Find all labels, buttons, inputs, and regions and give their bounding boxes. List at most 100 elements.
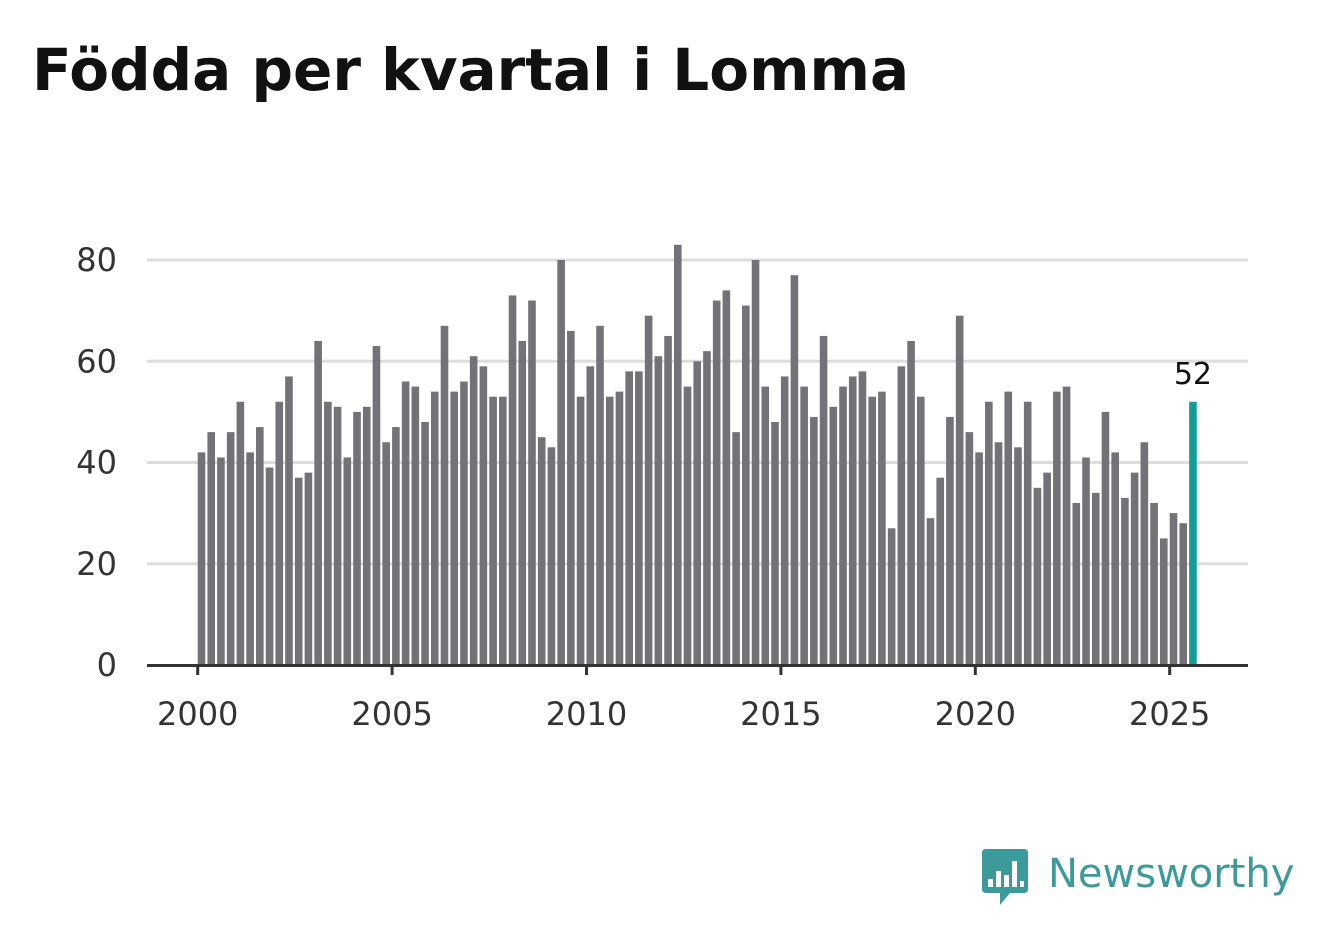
bar[interactable] [547, 447, 556, 665]
bar[interactable] [294, 477, 303, 665]
bar[interactable] [226, 432, 235, 666]
bar[interactable] [576, 396, 585, 665]
bar[interactable] [382, 442, 390, 665]
bar[interactable] [887, 528, 896, 665]
bar[interactable] [1130, 472, 1139, 666]
bar[interactable] [567, 330, 575, 666]
bar[interactable] [314, 341, 322, 665]
bar[interactable] [673, 244, 682, 665]
bar[interactable] [1159, 538, 1168, 665]
bar[interactable] [518, 341, 527, 665]
bar[interactable] [693, 361, 702, 665]
bar[interactable] [1072, 503, 1081, 665]
bar[interactable] [916, 396, 925, 665]
bar[interactable] [722, 290, 731, 666]
bar[interactable] [411, 386, 420, 665]
bar[interactable] [479, 366, 488, 665]
bar[interactable] [265, 467, 274, 665]
bar[interactable] [217, 457, 225, 665]
bar[interactable] [1111, 452, 1119, 666]
bar[interactable] [596, 325, 604, 665]
bar[interactable] [343, 457, 352, 665]
bar[interactable] [1053, 391, 1061, 666]
bar[interactable] [421, 422, 429, 665]
bar[interactable] [946, 416, 954, 665]
bar[interactable] [430, 391, 439, 666]
bar[interactable] [499, 396, 507, 665]
bar[interactable] [528, 300, 536, 666]
bar[interactable] [829, 406, 838, 665]
bar[interactable] [353, 411, 361, 666]
bar[interactable] [236, 401, 245, 665]
bar[interactable] [450, 391, 459, 666]
bar[interactable] [1150, 503, 1158, 665]
bar[interactable] [489, 396, 497, 665]
bar[interactable] [246, 452, 254, 666]
bar[interactable] [926, 518, 935, 665]
bar[interactable] [1023, 401, 1032, 665]
bar[interactable] [780, 376, 789, 665]
bar[interactable] [615, 391, 624, 666]
bar[interactable] [537, 437, 546, 665]
bar[interactable] [324, 401, 332, 665]
bar[interactable] [557, 260, 565, 665]
bar[interactable] [654, 356, 663, 665]
bar[interactable] [625, 371, 633, 666]
bar[interactable] [858, 371, 867, 666]
bar[interactable] [1169, 513, 1178, 666]
bar[interactable] [285, 376, 293, 665]
bar[interactable] [1043, 472, 1051, 666]
bar[interactable] [605, 396, 614, 665]
bar[interactable] [1179, 523, 1188, 665]
bar[interactable] [965, 432, 974, 666]
bar[interactable] [703, 351, 711, 666]
bar[interactable] [333, 406, 342, 665]
bar[interactable] [751, 260, 760, 665]
bar[interactable] [1062, 386, 1071, 665]
bar[interactable] [469, 356, 478, 665]
bar[interactable] [440, 325, 449, 665]
bar[interactable] [1140, 442, 1149, 665]
bar[interactable] [1101, 411, 1110, 666]
bar[interactable] [1033, 487, 1042, 665]
bar-highlight[interactable] [1189, 401, 1197, 665]
bar[interactable] [742, 305, 750, 665]
bar[interactable] [975, 452, 983, 666]
bar[interactable] [1121, 497, 1129, 665]
bar[interactable] [635, 371, 643, 666]
bar[interactable] [460, 381, 468, 666]
bar[interactable] [644, 315, 653, 665]
bar[interactable] [683, 386, 692, 665]
bar[interactable] [401, 381, 410, 666]
bar[interactable] [848, 376, 857, 665]
bar[interactable] [771, 422, 779, 665]
bar[interactable] [994, 442, 1003, 665]
bar[interactable] [304, 472, 313, 666]
bar[interactable] [985, 401, 993, 665]
bar[interactable] [256, 427, 264, 665]
bar[interactable] [207, 432, 216, 666]
bar[interactable] [1091, 492, 1100, 666]
bar[interactable] [790, 275, 799, 665]
bar[interactable] [508, 295, 517, 665]
bar[interactable] [839, 386, 847, 665]
bar[interactable] [586, 366, 595, 665]
bar[interactable] [392, 427, 400, 665]
bar[interactable] [761, 386, 770, 665]
bar[interactable] [372, 346, 381, 665]
bar[interactable] [810, 416, 818, 665]
brand-logo[interactable]: Newsworthy [980, 845, 1294, 911]
bar[interactable] [362, 406, 371, 665]
bar[interactable] [1014, 447, 1022, 665]
bar[interactable] [1082, 457, 1090, 665]
bar[interactable] [732, 432, 740, 666]
bar[interactable] [936, 477, 945, 665]
bar[interactable] [878, 391, 886, 666]
bar[interactable] [197, 452, 206, 666]
bar[interactable] [275, 401, 284, 665]
bar[interactable] [868, 396, 876, 665]
bar[interactable] [819, 335, 828, 665]
bar[interactable] [800, 386, 808, 665]
bar[interactable] [664, 335, 672, 665]
bar[interactable] [1004, 391, 1013, 666]
